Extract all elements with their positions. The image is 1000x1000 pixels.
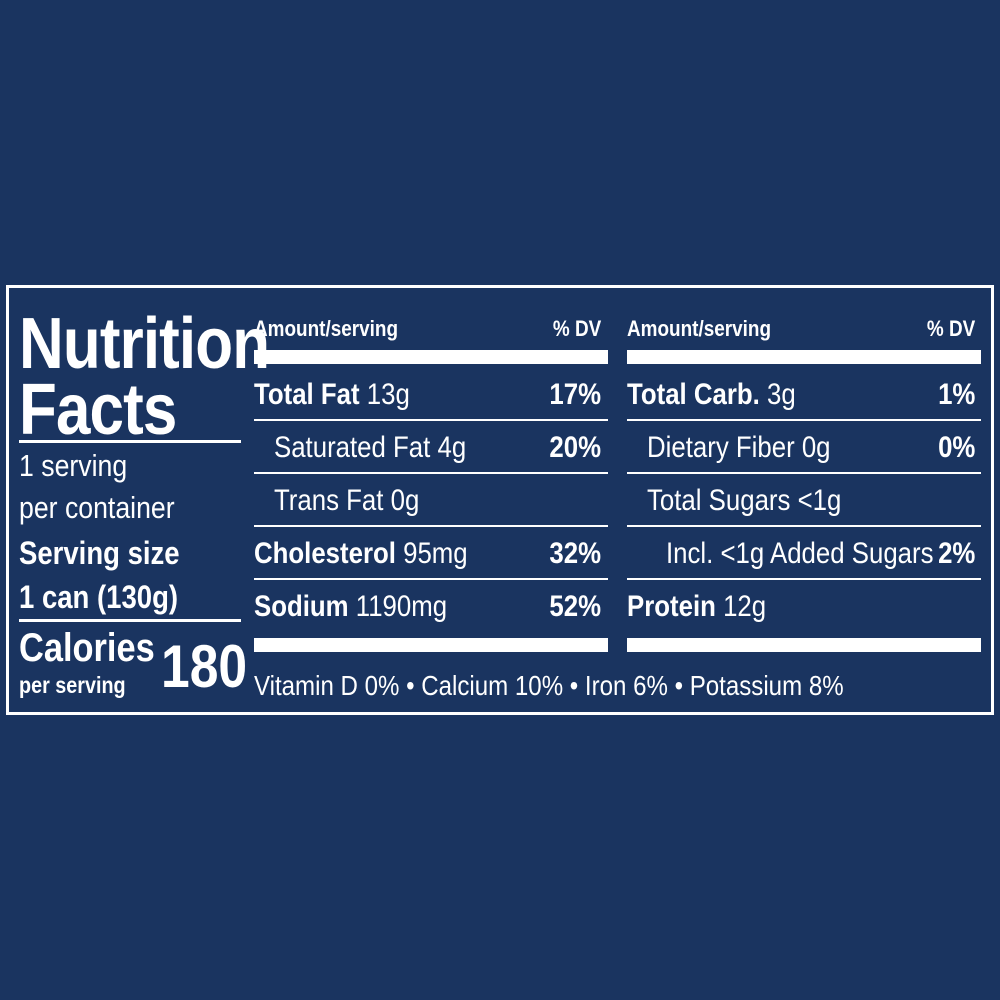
right-header-bar bbox=[627, 350, 981, 364]
servings-per-container-2: per container bbox=[19, 490, 175, 525]
right-divider-4 bbox=[627, 578, 981, 580]
left-divider-2 bbox=[254, 472, 608, 474]
left-header-bar bbox=[254, 350, 608, 364]
left-divider-4 bbox=[254, 578, 608, 580]
left-row-cholesterol: Cholesterol 95mg bbox=[254, 537, 468, 570]
right-header-amount: Amount/serving bbox=[627, 316, 772, 341]
left-row-sodium: Sodium 1190mg bbox=[254, 590, 448, 623]
serving-divider bbox=[19, 619, 241, 622]
right-header-dv: % DV bbox=[926, 316, 975, 341]
left-header-dv: % DV bbox=[552, 316, 601, 341]
title-line-2: Facts bbox=[19, 370, 177, 450]
left-dv-sodium: 52% bbox=[549, 590, 601, 623]
title-line-1: Nutrition bbox=[19, 304, 270, 384]
right-row-dietary-fiber: Dietary Fiber 0g bbox=[647, 431, 831, 464]
left-dv-total-fat: 17% bbox=[549, 378, 601, 411]
right-divider-3 bbox=[627, 525, 981, 527]
right-row-protein: Protein 12g bbox=[627, 590, 767, 623]
left-divider-3 bbox=[254, 525, 608, 527]
right-dv-added-sugars: 2% bbox=[937, 537, 975, 570]
calories-sub: per serving bbox=[19, 672, 126, 698]
left-row-saturated-fat: Saturated Fat 4g bbox=[274, 431, 467, 464]
serving-size-label: Serving size bbox=[19, 535, 180, 571]
right-bottom-bar bbox=[627, 638, 981, 652]
right-divider-2 bbox=[627, 472, 981, 474]
title-divider bbox=[19, 440, 241, 443]
right-row-total-carb: Total Carb. 3g bbox=[627, 378, 796, 411]
vitamins-minerals-footer: Vitamin D 0% • Calcium 10% • Iron 6% • P… bbox=[254, 670, 844, 701]
left-row-total-fat: Total Fat 13g bbox=[254, 378, 410, 411]
right-dv-dietary-fiber: 0% bbox=[937, 431, 975, 464]
calories-label: Calories bbox=[19, 626, 155, 670]
left-dv-cholesterol: 32% bbox=[549, 537, 601, 570]
left-dv-saturated-fat: 20% bbox=[549, 431, 601, 464]
left-header-amount: Amount/serving bbox=[254, 316, 399, 341]
right-dv-total-carb: 1% bbox=[937, 378, 975, 411]
servings-per-container-1: 1 serving bbox=[19, 448, 128, 483]
right-row-added-sugars: Incl. <1g Added Sugars bbox=[666, 537, 934, 570]
serving-size-value: 1 can (130g) bbox=[19, 579, 179, 615]
nutrition-facts-panel: Nutrition Facts 1 serving per container … bbox=[6, 285, 994, 715]
calories-value: 180 bbox=[161, 633, 248, 700]
left-bottom-bar bbox=[254, 638, 608, 652]
right-divider-1 bbox=[627, 419, 981, 421]
left-divider-1 bbox=[254, 419, 608, 421]
left-row-trans-fat: Trans Fat 0g bbox=[274, 484, 420, 517]
right-row-total-sugars: Total Sugars <1g bbox=[647, 484, 842, 517]
